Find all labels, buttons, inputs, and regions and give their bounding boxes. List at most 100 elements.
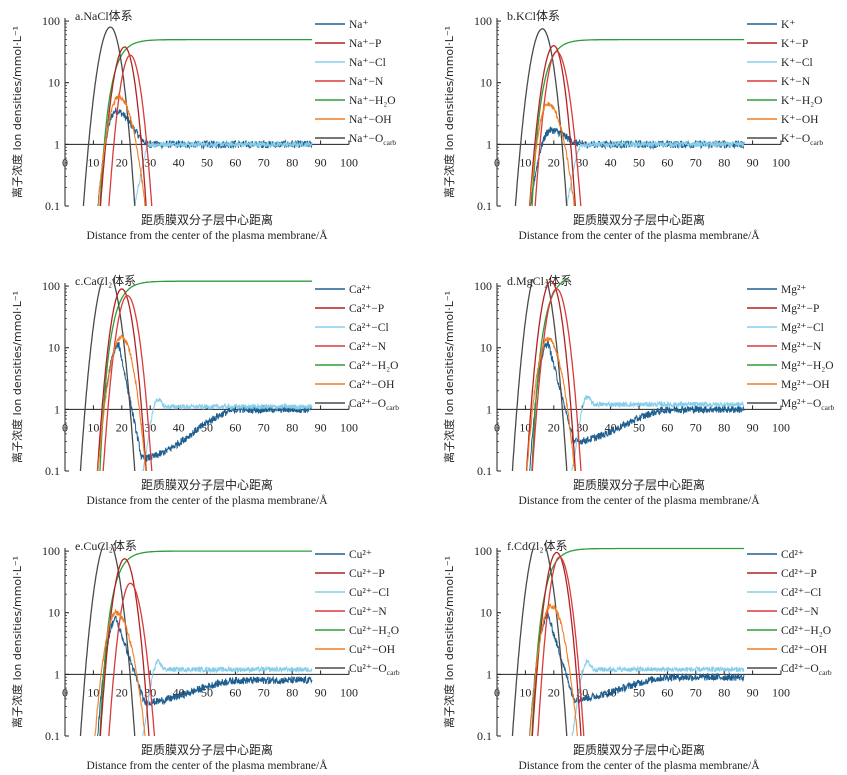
series-line-oh: [97, 334, 147, 471]
panel-b: 0.1 1 10 100 0 10 20 30 40 50 60 70 80 90 100 b.KCl体系离子…: [442, 9, 823, 242]
legend-label: Cu²⁺−Cl: [349, 587, 389, 599]
x-tick-label: 90: [747, 420, 759, 434]
legend-label: Na⁺−OH: [349, 114, 392, 126]
legend-label: Na⁺−Ocarb: [349, 133, 396, 147]
series-line-cl: [142, 658, 313, 736]
x-tick-label: 10: [87, 420, 99, 434]
x-tick-label: 70: [258, 420, 270, 434]
legend-label: Mg²⁺: [781, 284, 807, 296]
x-tick-label: 0: [62, 420, 68, 434]
x-axis-label-en: Distance from the center of the plasma m…: [518, 228, 760, 242]
legend-label: Mg²⁺−Cl: [781, 322, 824, 334]
x-tick-label: 40: [605, 155, 617, 169]
legend-label: Mg²⁺−OH: [781, 379, 830, 391]
series-line-n: [102, 294, 153, 471]
series-line-n: [537, 556, 585, 736]
x-tick-label: 20: [548, 420, 560, 434]
legend-label: K⁺−N: [781, 76, 811, 88]
x-tick-label: 70: [258, 155, 270, 169]
x-tick-label: 90: [315, 155, 327, 169]
x-tick-label: 100: [772, 685, 790, 699]
x-tick-label: 100: [340, 155, 358, 169]
x-tick-label: 60: [661, 685, 673, 699]
legend-label: Mg²⁺−H₂O: [781, 360, 834, 372]
series-line-h2o: [531, 279, 570, 471]
y-tick-label: 10: [480, 606, 492, 620]
y-tick-label: 1: [54, 402, 60, 416]
legend-label: Cu²⁺−P: [349, 568, 385, 580]
x-tick-label: 50: [633, 155, 645, 169]
legend-label: Ca²⁺−Cl: [349, 322, 389, 334]
legend-label: Cd²⁺−P: [781, 568, 817, 580]
y-axis-label: 离子浓度 Ion densities/mmol·L⁻¹: [442, 556, 456, 728]
x-tick-label: 0: [62, 685, 68, 699]
series-line-ion: [529, 612, 745, 736]
x-tick-label: 60: [229, 420, 241, 434]
y-tick-label: 1: [486, 667, 492, 681]
y-tick-label: 0.1: [477, 729, 492, 743]
x-tick-label: 90: [315, 420, 327, 434]
series-line-cl: [134, 140, 313, 206]
legend-label: Ca²⁺−OH: [349, 379, 394, 391]
series-line-p: [528, 44, 576, 206]
x-tick-label: 20: [548, 685, 560, 699]
x-tick-label: 90: [747, 155, 759, 169]
series-line-h2o: [99, 550, 313, 736]
x-tick-label: 80: [286, 155, 298, 169]
legend-label: Cd²⁺−N: [781, 606, 819, 618]
y-axis-label: 离子浓度 Ion densities/mmol·L⁻¹: [442, 291, 456, 463]
legend-label: Mg²⁺−Ocarb: [781, 398, 834, 412]
series-line-oh: [529, 101, 575, 206]
legend-label: Ca²⁺−N: [349, 341, 387, 353]
x-tick-label: 10: [519, 420, 531, 434]
legend-label: Cu²⁺−H₂O: [349, 625, 399, 637]
x-tick-label: 80: [718, 155, 730, 169]
x-tick-label: 10: [87, 155, 99, 169]
legend-label: Cu²⁺: [349, 549, 372, 561]
x-tick-label: 0: [494, 685, 500, 699]
series-line-ion: [97, 615, 313, 736]
series-line-cl: [142, 397, 313, 471]
y-tick-label: 10: [480, 341, 492, 355]
series-line-oh: [529, 603, 579, 736]
x-axis-label-en: Distance from the center of the plasma m…: [86, 758, 328, 772]
y-tick-label: 10: [48, 341, 60, 355]
x-tick-label: 70: [690, 155, 702, 169]
series-line-p: [96, 288, 147, 471]
legend-label: K⁺−P: [781, 38, 808, 50]
x-tick-label: 80: [286, 420, 298, 434]
series-line-ocarb: [514, 28, 568, 206]
series-line-ion: [529, 126, 745, 206]
y-axis-label: 离子浓度 Ion densities/mmol·L⁻¹: [442, 26, 456, 198]
x-axis-label-cn: 距质膜双分子层中心距离: [141, 477, 273, 492]
series-line-ocarb: [511, 544, 568, 736]
series-line-oh: [526, 336, 576, 471]
x-tick-label: 40: [173, 420, 185, 434]
x-tick-label: 70: [690, 420, 702, 434]
series-line-h2o: [99, 280, 313, 471]
x-tick-label: 40: [173, 155, 185, 169]
legend-label: Cd²⁺−Ocarb: [781, 663, 832, 677]
x-tick-label: 90: [747, 685, 759, 699]
legend-label: Cd²⁺−OH: [781, 644, 827, 656]
series-line-ocarb: [79, 544, 136, 736]
y-tick-label: 1: [486, 402, 492, 416]
series-line-n: [531, 288, 582, 471]
x-tick-label: 0: [62, 155, 68, 169]
legend-label: Ca²⁺−P: [349, 303, 384, 315]
legend-label: K⁺: [781, 19, 795, 31]
x-axis-label-cn: 距质膜双分子层中心距离: [573, 742, 705, 757]
y-tick-label: 0.1: [477, 464, 492, 478]
x-axis-label-cn: 距质膜双分子层中心距离: [141, 212, 273, 227]
series-line-p: [99, 558, 150, 736]
legend-label: K⁺−H₂O: [781, 95, 822, 107]
x-tick-label: 60: [229, 685, 241, 699]
series-line-ocarb: [511, 279, 568, 471]
legend-label: K⁺−Ocarb: [781, 133, 823, 147]
y-tick-label: 0.1: [45, 199, 60, 213]
panel-title: f.CdCl₂体系: [507, 539, 568, 553]
x-axis-label-en: Distance from the center of the plasma m…: [518, 493, 760, 507]
legend-label: Na⁺−Cl: [349, 57, 386, 69]
